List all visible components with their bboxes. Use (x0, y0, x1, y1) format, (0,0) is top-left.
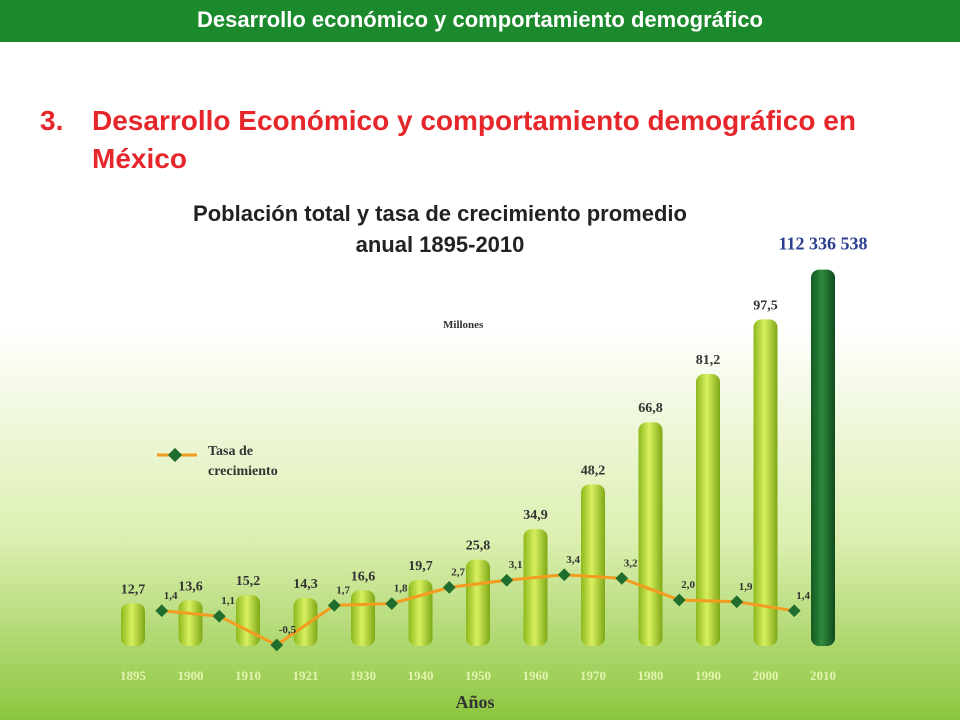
bar-label: 14,3 (293, 577, 318, 592)
bar (293, 598, 318, 646)
bar (121, 603, 145, 646)
rate-marker (615, 572, 629, 585)
x-tick-label: 1990 (695, 668, 721, 683)
x-tick-label: 1930 (350, 668, 376, 683)
x-tick-label: 1910 (235, 668, 261, 683)
rate-marker (385, 597, 399, 610)
x-tick-label: 1960 (523, 668, 549, 683)
rate-label: 2,7 (451, 566, 465, 578)
rate-label: 1,4 (796, 590, 810, 602)
bar-label: 97,5 (753, 298, 778, 313)
bar-label: 112 336 538 (778, 234, 867, 254)
x-axis-label: Años (455, 692, 494, 712)
bar-label: 25,8 (466, 539, 491, 554)
rate-marker (212, 609, 226, 623)
bar-label: 81,2 (696, 353, 721, 368)
x-tick-label: 1895 (120, 668, 147, 683)
legend-label: Tasa de crecimiento (208, 444, 278, 479)
rate-marker (730, 595, 744, 609)
heading-text: Desarrollo Económico y comportamiento de… (92, 105, 856, 174)
rate-label: 3,2 (624, 557, 638, 569)
rate-label: 1,7 (336, 584, 350, 596)
header-title: Desarrollo económico y comportamiento de… (0, 0, 960, 42)
x-tick-label: 1900 (178, 668, 204, 683)
bar (753, 319, 778, 646)
rate-line (161, 573, 795, 647)
bar (811, 269, 835, 646)
rate-marker (442, 581, 456, 594)
bar-label: 12,7 (121, 582, 146, 597)
x-tick-label: 1980 (638, 668, 664, 683)
rate-label: 3,4 (566, 554, 580, 566)
heading-number: 3. (40, 105, 64, 136)
rate-marker (500, 573, 514, 587)
bar (351, 590, 375, 646)
bar-label: 66,8 (638, 401, 663, 416)
bar-label: 15,2 (236, 574, 261, 589)
unit-label: Millones (443, 319, 484, 331)
x-tick-label: 1921 (293, 668, 319, 683)
bar (638, 422, 663, 646)
rate-label: 1,8 (394, 583, 408, 595)
rate-marker (155, 604, 169, 618)
rate-label: 2,0 (681, 579, 695, 591)
rate-label: 3,1 (509, 559, 523, 571)
x-tick-label: 2000 (753, 668, 779, 683)
bar (178, 600, 203, 646)
bar-label: 19,7 (408, 559, 433, 574)
x-tick-label: 1950 (465, 668, 491, 683)
bar (408, 580, 433, 646)
bar-label: 34,9 (523, 508, 548, 523)
legend-marker (167, 447, 183, 463)
rate-marker (672, 593, 686, 607)
rate-marker (557, 568, 571, 582)
rate-label: 1,9 (739, 581, 753, 593)
rate-label: 1,4 (164, 590, 178, 602)
x-tick-label: 1970 (580, 668, 606, 683)
bar-label: 13,6 (178, 579, 203, 594)
chart-title: Población total y tasa de crecimiento pr… (193, 201, 687, 257)
bar-label: 48,2 (581, 464, 606, 479)
bar (581, 484, 605, 646)
bar (523, 529, 548, 646)
rate-marker (787, 604, 801, 618)
x-tick-label: 1940 (408, 668, 434, 683)
bar (466, 559, 490, 646)
rate-label: -0,5 (279, 624, 297, 636)
bar (236, 595, 260, 646)
x-tick-label: 2010 (810, 668, 836, 683)
bar-label: 16,6 (351, 569, 376, 584)
bar (696, 373, 720, 646)
rate-label: 1,1 (221, 595, 235, 607)
